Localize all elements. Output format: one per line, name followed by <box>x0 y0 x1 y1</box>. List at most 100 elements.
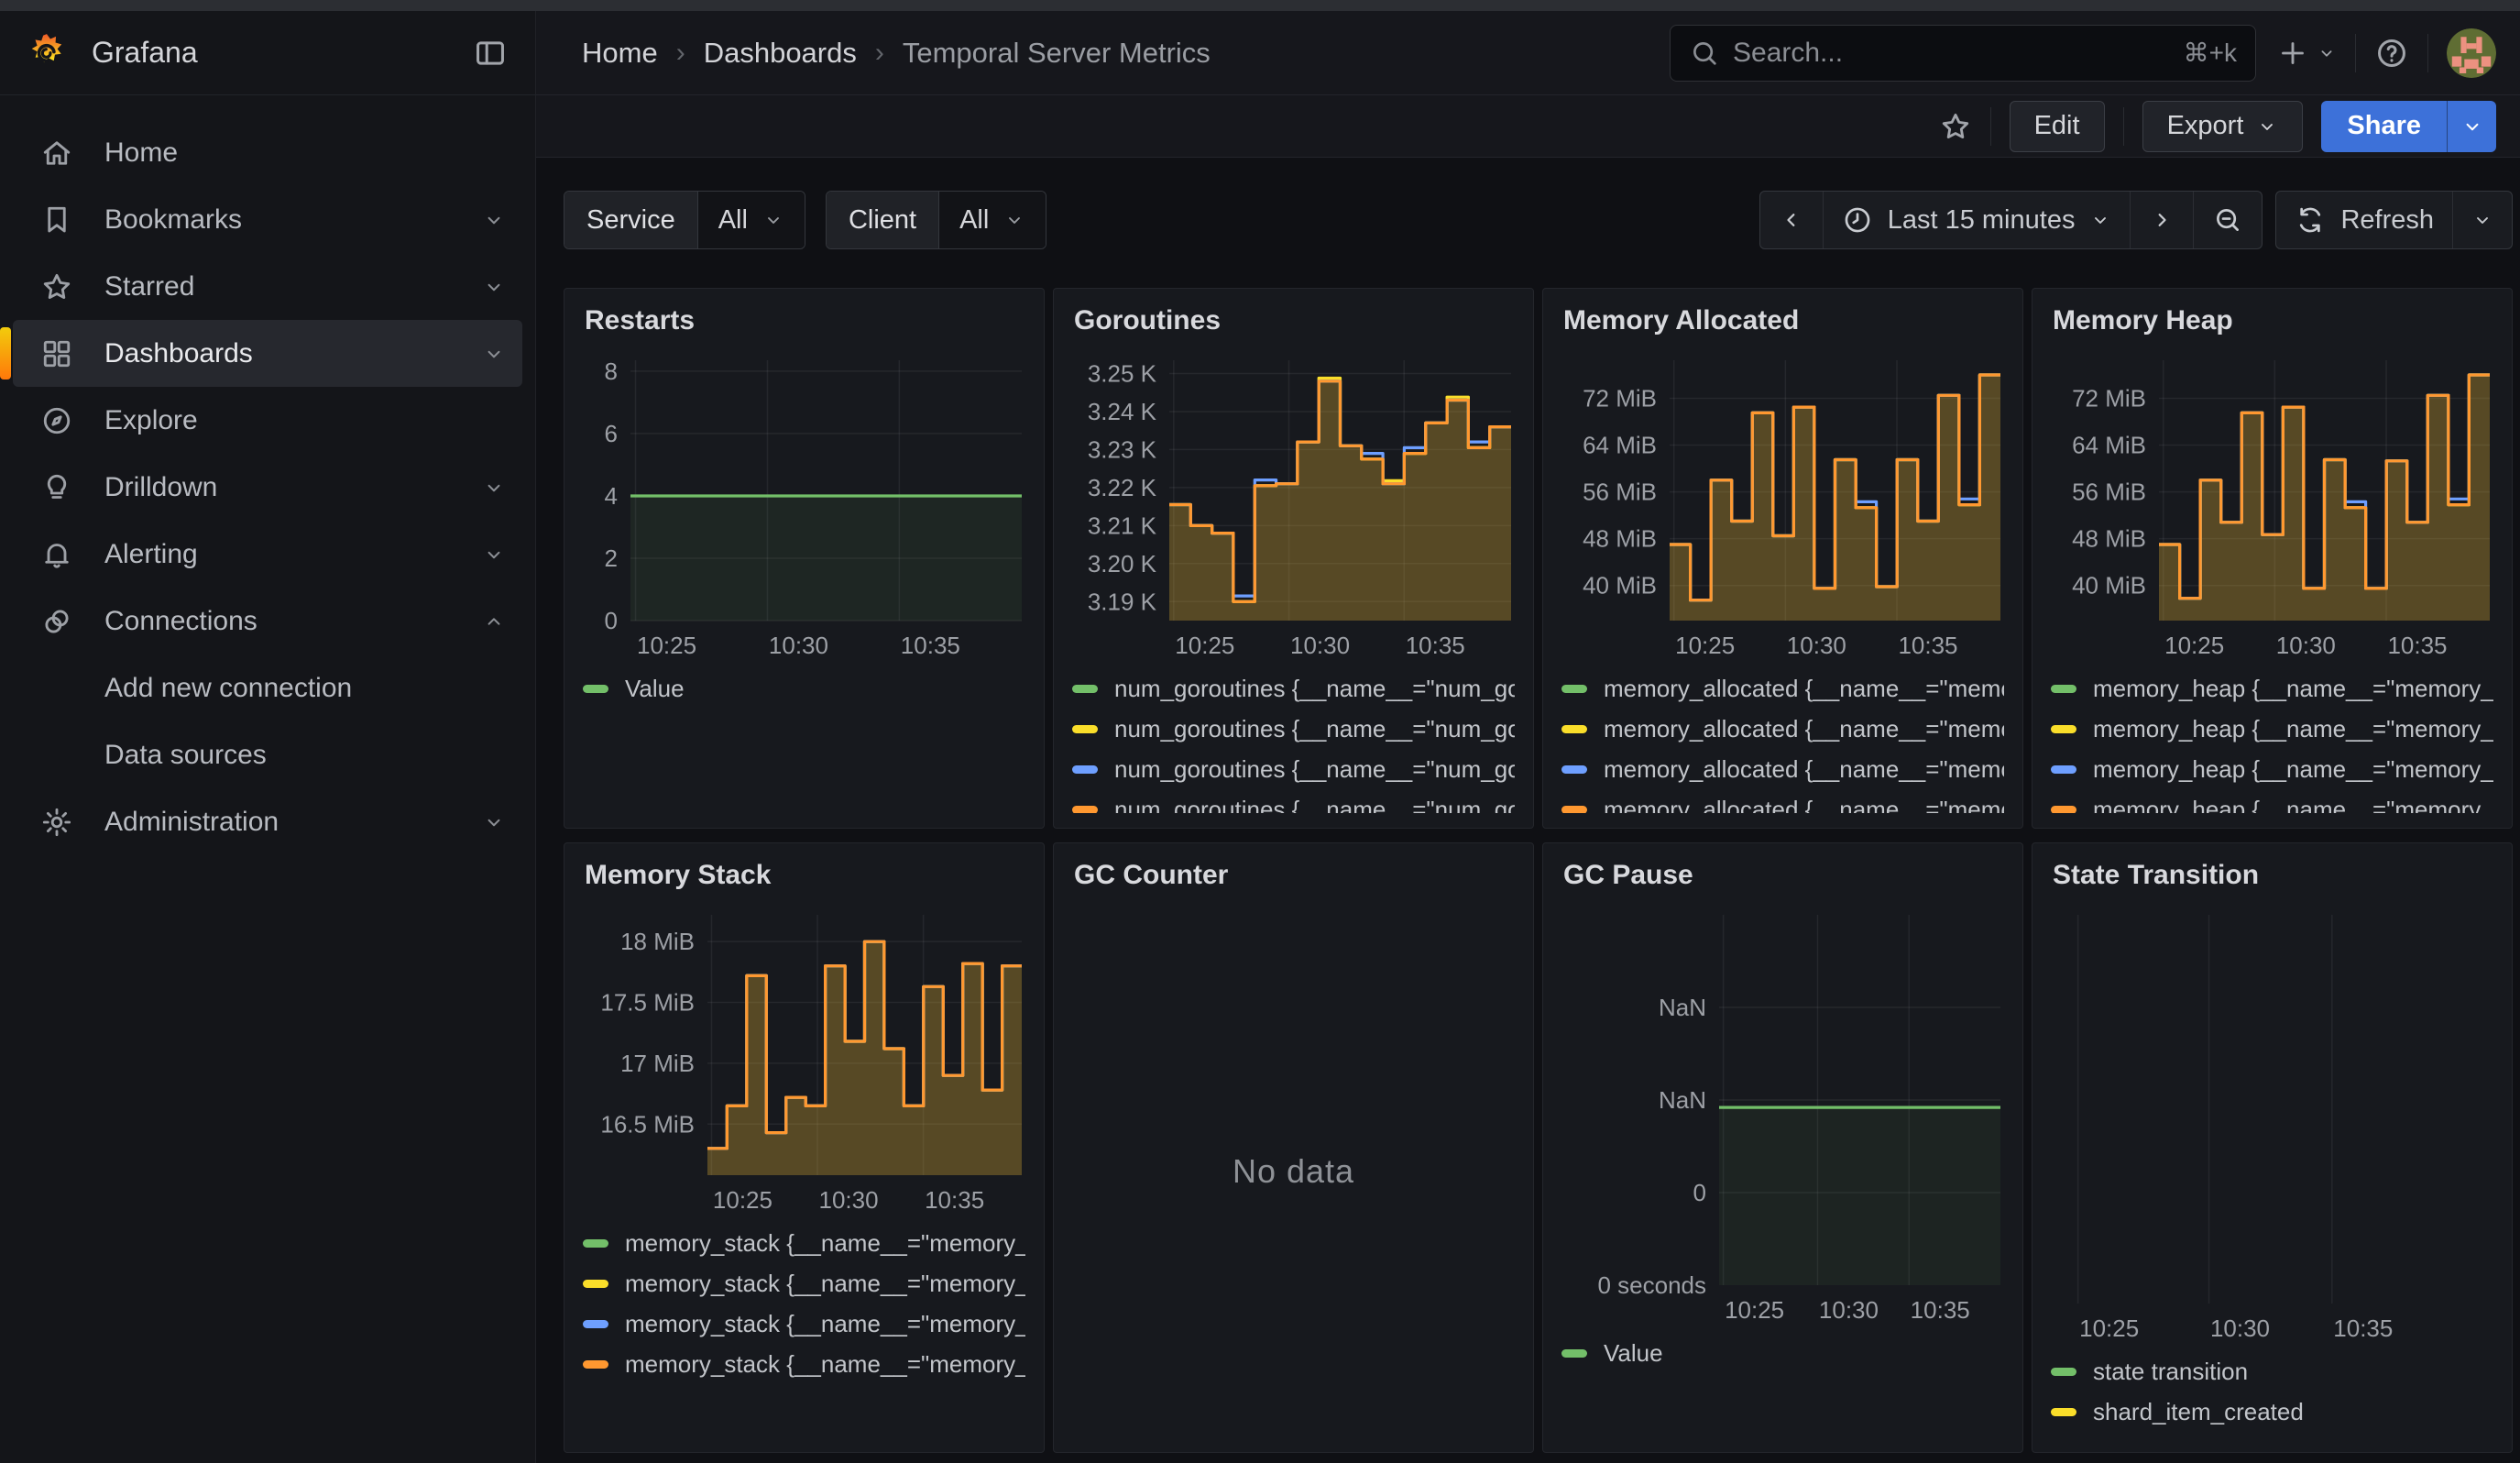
legend-item[interactable]: shard_item_created <box>2051 1392 2493 1432</box>
panel-gc-counter: GC Counter No data <box>1053 842 1534 1453</box>
star-icon <box>40 270 73 303</box>
panel-title[interactable]: Restarts <box>585 305 696 336</box>
svg-text:NaN: NaN <box>1659 994 1706 1021</box>
search-input[interactable]: Search... ⌘+k <box>1670 24 2256 82</box>
panel-title[interactable]: GC Pause <box>1563 860 1693 890</box>
chevron-down-icon[interactable] <box>482 476 506 500</box>
legend-item[interactable]: memory_heap {__name__="memory_h <box>2051 789 2493 813</box>
edit-button[interactable]: Edit <box>2009 100 2105 152</box>
legend-item[interactable]: memory_heap {__name__="memory_h <box>2051 668 2493 709</box>
share-button[interactable]: Share <box>2321 100 2447 152</box>
dock-menu-icon[interactable] <box>473 36 508 71</box>
sidebar-item-administration[interactable]: Administration <box>13 788 522 855</box>
share-menu-chevron[interactable] <box>2447 100 2496 152</box>
sidebar-item-alerting[interactable]: Alerting <box>13 521 522 588</box>
variable-value-dropdown[interactable]: All <box>939 192 1046 248</box>
legend-series-label: memory_allocated {__name__="memo <box>1604 714 2004 742</box>
new-menu-button[interactable] <box>2276 37 2337 70</box>
legend-series-marker <box>2051 805 2076 813</box>
panel-title[interactable]: Goroutines <box>1074 305 1222 336</box>
chevron-down-icon[interactable] <box>482 208 506 232</box>
sidebar-item-label: Home <box>104 137 179 168</box>
legend-series-label: memory_heap {__name__="memory_h <box>2093 795 2493 814</box>
breadcrumb-home[interactable]: Home <box>582 36 658 69</box>
legend-item[interactable]: memory_allocated {__name__="memo <box>1561 668 2004 709</box>
legend-item[interactable]: memory_stack {__name__="memory_s <box>583 1344 1025 1384</box>
chevron-down-icon[interactable] <box>482 342 506 366</box>
search-placeholder: Search... <box>1733 37 1844 68</box>
sidebar-item-label: Connections <box>104 605 257 636</box>
legend-item[interactable]: state transition <box>2051 1351 2493 1392</box>
legend-series-marker <box>2051 1407 2076 1416</box>
refresh-interval-chevron[interactable] <box>2453 192 2512 248</box>
legend-item[interactable]: num_goroutines {__name__="num_go <box>1072 789 1515 813</box>
export-button[interactable]: Export <box>2142 100 2304 152</box>
sidebar-item-starred[interactable]: Starred <box>13 253 522 320</box>
sidebar-item-home[interactable]: Home <box>13 119 522 186</box>
legend-item[interactable]: Value <box>583 668 1025 709</box>
panel-title[interactable]: State Transition <box>2053 860 2260 890</box>
panel-chart: 40 MiB 48 MiB 56 MiB 64 MiB 72 MiB 10:25 10:30… <box>1583 360 2000 659</box>
sidebar-item-connections[interactable]: Connections <box>13 588 522 654</box>
user-avatar[interactable] <box>2447 28 2496 78</box>
sidebar-item-data-sources[interactable]: Data sources <box>13 721 522 788</box>
help-icon[interactable] <box>2374 36 2409 71</box>
panel-title[interactable]: Memory Stack <box>585 860 772 890</box>
chevron-up-icon[interactable] <box>482 610 506 633</box>
legend-item[interactable]: num_goroutines {__name__="num_go <box>1072 749 1515 789</box>
favorite-star-icon[interactable] <box>1939 110 1972 143</box>
svg-text:3.23 K: 3.23 K <box>1088 435 1157 463</box>
time-shift-back-button[interactable] <box>1760 192 1824 248</box>
variable-value-dropdown[interactable]: All <box>697 192 805 248</box>
legend-series-label: num_goroutines {__name__="num_go <box>1114 795 1515 814</box>
legend-item[interactable]: num_goroutines {__name__="num_go <box>1072 668 1515 709</box>
svg-text:3.25 K: 3.25 K <box>1088 360 1157 388</box>
legend-item[interactable]: memory_heap {__name__="memory_h <box>2051 709 2493 749</box>
sidebar-item-bookmarks[interactable]: Bookmarks <box>13 186 522 253</box>
sidebar-item-drilldown[interactable]: Drilldown <box>13 454 522 521</box>
legend-item[interactable]: memory_heap {__name__="memory_h <box>2051 749 2493 789</box>
svg-text:16.5 MiB: 16.5 MiB <box>600 1110 695 1138</box>
svg-text:10:35: 10:35 <box>925 1186 984 1214</box>
legend-item[interactable]: memory_allocated {__name__="memo <box>1561 789 2004 813</box>
breadcrumb-current-page: Temporal Server Metrics <box>902 36 1211 69</box>
legend-series-marker <box>583 1359 608 1369</box>
legend-item[interactable]: memory_allocated {__name__="memo <box>1561 749 2004 789</box>
variable-label: Service <box>564 192 698 248</box>
panel-legend: num_goroutines {__name__="num_go num_goro… <box>1072 668 1515 813</box>
refresh-button[interactable]: Refresh <box>2276 192 2453 248</box>
divider <box>2355 33 2356 72</box>
legend-series-marker <box>1072 684 1098 693</box>
panel-legend: state transition shard_item_created <box>2051 1351 2493 1437</box>
sidebar-item-add-new-connection[interactable]: Add new connection <box>13 654 522 721</box>
time-shift-forward-button[interactable] <box>2131 192 2195 248</box>
chevron-down-icon[interactable] <box>482 810 506 834</box>
dashboard-toolbar: Edit Export Share <box>536 95 2520 158</box>
chevron-down-icon[interactable] <box>482 543 506 566</box>
svg-text:10:25: 10:25 <box>1175 632 1234 659</box>
legend-item[interactable]: memory_stack {__name__="memory_s <box>583 1263 1025 1304</box>
time-range-picker[interactable]: Last 15 minutes <box>1824 192 2131 248</box>
legend-item[interactable]: memory_allocated {__name__="memo <box>1561 709 2004 749</box>
grafana-logo[interactable] <box>26 32 68 74</box>
legend-item[interactable]: memory_stack {__name__="memory_s <box>583 1223 1025 1263</box>
svg-text:48 MiB: 48 MiB <box>2072 525 2146 553</box>
legend-series-label: memory_allocated {__name__="memo <box>1604 795 2004 814</box>
legend-series-label: memory_allocated {__name__="memo <box>1604 754 2004 783</box>
zoom-out-time-button[interactable] <box>2194 192 2262 248</box>
chevron-down-icon[interactable] <box>482 275 506 299</box>
svg-text:3.22 K: 3.22 K <box>1088 474 1157 501</box>
panel-restarts: Restarts 0 2 4 6 8 10:25 10:30 10:35 Value <box>564 288 1045 829</box>
svg-text:10:35: 10:35 <box>2387 632 2447 659</box>
svg-text:17 MiB: 17 MiB <box>620 1050 695 1077</box>
sidebar-item-explore[interactable]: Explore <box>13 387 522 454</box>
panel-title[interactable]: GC Counter <box>1074 860 1229 890</box>
panel-title[interactable]: Memory Allocated <box>1563 305 1800 336</box>
legend-item[interactable]: num_goroutines {__name__="num_go <box>1072 709 1515 749</box>
legend-item[interactable]: memory_stack {__name__="memory_s <box>583 1304 1025 1344</box>
sidebar-item-dashboards[interactable]: Dashboards <box>0 320 522 387</box>
bookmark-icon <box>40 204 73 236</box>
legend-item[interactable]: Value <box>1561 1333 2004 1373</box>
breadcrumb-dashboards[interactable]: Dashboards <box>703 36 857 69</box>
panel-title[interactable]: Memory Heap <box>2053 305 2233 336</box>
